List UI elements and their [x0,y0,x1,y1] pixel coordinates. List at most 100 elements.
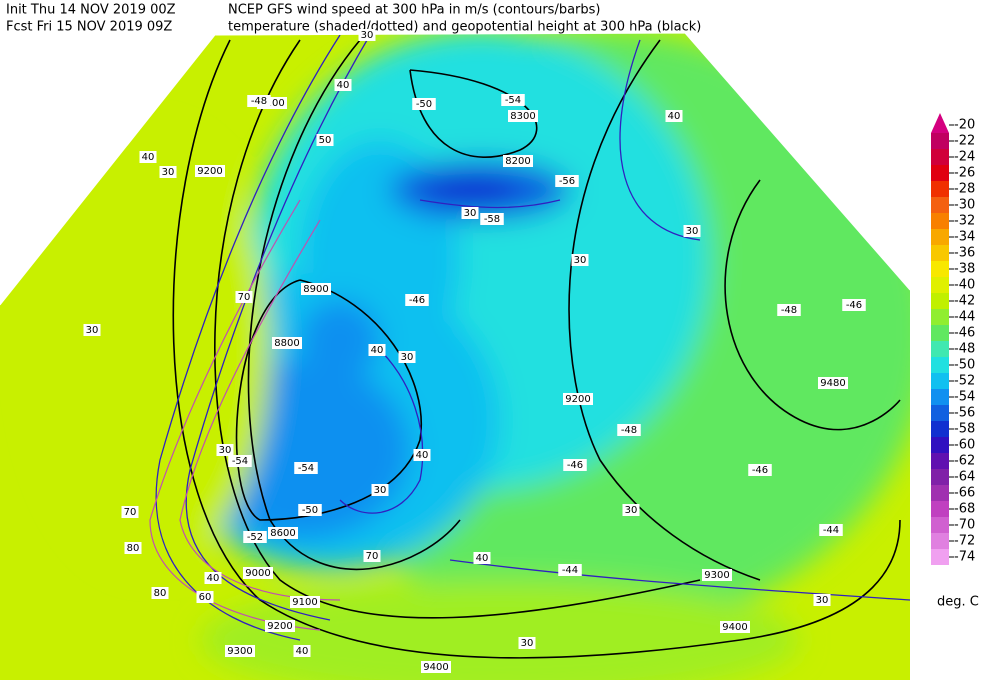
colorbar-swatch [931,437,949,453]
temp-label: -50 [416,99,432,110]
wind-label: 40 [416,450,429,461]
label-bg [819,524,843,536]
unit-label: deg. C [937,595,979,610]
colorbar-label: -68 [954,502,975,517]
temp-label: -54 [505,95,521,106]
wind-label: 40 [142,152,155,163]
temp-label: -48 [781,305,797,316]
colorbar-swatch [931,373,949,389]
wind-label: 30 [574,255,587,266]
title-line-2: temperature (shaded/dotted) and geopoten… [228,20,701,35]
colorbar-label: -46 [954,326,975,341]
label-bg [777,304,801,316]
label-bg [243,567,273,579]
colorbar-swatch [931,341,949,357]
height-label: 9200 [565,394,590,405]
label-bg [371,484,389,496]
label-bg [225,645,255,657]
colorbar-swatch [931,405,949,421]
label-bg [622,504,640,516]
colorbar-swatch [931,213,949,229]
label-bg [555,175,579,187]
colorbar-swatch [931,325,949,341]
height-label: 9100 [292,597,317,608]
label-bg [617,424,641,436]
label-bg [294,462,318,474]
label-bg [412,98,436,110]
forecast-text: Fcst Fri 15 NOV 2019 09Z [6,20,172,35]
map [0,33,910,680]
label-bg [290,596,320,608]
wind-label: 40 [371,345,384,356]
colorbar-swatch [931,357,949,373]
label-bg [159,166,177,178]
wind-label: 70 [238,292,251,303]
height-label: 9000 [245,568,270,579]
colorbar-label: -54 [954,390,975,405]
wind-label: 60 [199,592,212,603]
colorbar-swatch [931,149,949,165]
temp-label: -44 [823,525,839,536]
height-label: 9300 [704,570,729,581]
colorbar-swatch [931,245,949,261]
label-bg [842,299,866,311]
wind-label: 30 [374,485,387,496]
colorbar-label: -72 [954,534,975,549]
colorbar-swatch [931,181,949,197]
wind-label: 40 [296,646,309,657]
wind-label: 30 [401,352,414,363]
label-bg [195,165,225,177]
colorbar-swatch [931,469,949,485]
label-bg [563,459,587,471]
label-bg [272,337,302,349]
label-bg [473,552,491,564]
label-bg [503,155,533,167]
temp-label: -56 [559,176,575,187]
label-bg [243,531,267,543]
temp-label: -46 [409,295,425,306]
label-bg [268,527,298,539]
label-bg [720,621,750,633]
colorbar-label: -64 [954,470,975,485]
label-bg [683,225,701,237]
label-bg [818,377,848,389]
height-label: 8600 [270,528,295,539]
label-bg [247,95,271,107]
temp-label: -54 [232,456,248,467]
colorbar-label: -22 [954,134,975,149]
colorbar-label: -60 [954,438,975,453]
colorbar-label: -24 [954,150,975,165]
label-bg [265,620,295,632]
colorbar-swatch [931,261,949,277]
wind-label: 40 [668,111,681,122]
height-label: 9480 [820,378,845,389]
label-bg [334,79,352,91]
colorbar-swatch [931,197,949,213]
wind-label: 40 [337,80,350,91]
label-bg [571,254,589,266]
label-bg [301,283,331,295]
label-bg [558,564,582,576]
colorbar-triangle [931,113,949,133]
colorbar-swatch [931,485,949,501]
colorbar-label: -42 [954,294,975,309]
colorbar: -20-22-24-26-28-30-32-34-36-38-40-42-44-… [931,113,975,565]
height-label: 8900 [303,284,328,295]
wind-label: 30 [86,325,99,336]
wind-label: 70 [124,507,137,518]
colorbar-label: -48 [954,342,975,357]
colorbar-swatch [931,453,949,469]
init-text: Init Thu 14 NOV 2019 00Z [6,3,176,18]
colorbar-label: -58 [954,422,975,437]
colorbar-label: -28 [954,182,975,197]
colorbar-swatch [931,229,949,245]
colorbar-swatch [931,501,949,517]
height-label: 9200 [197,166,222,177]
colorbar-swatch [931,277,949,293]
label-bg [702,569,732,581]
colorbar-swatch [931,389,949,405]
height-label: 8300 [510,111,535,122]
height-label: 8800 [274,338,299,349]
colorbar-label: -36 [954,246,975,261]
